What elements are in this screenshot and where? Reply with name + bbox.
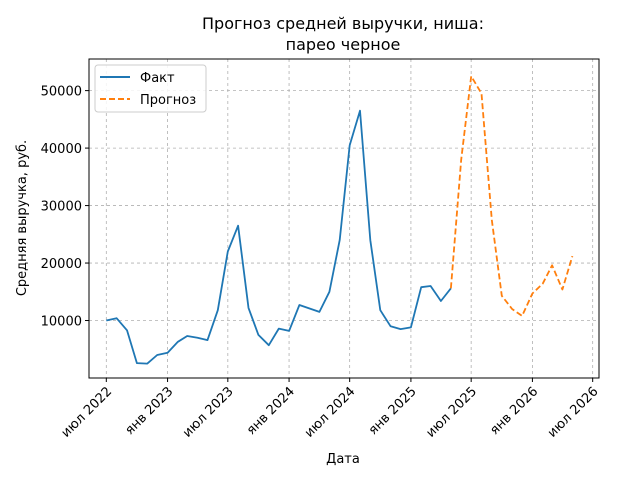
legend-label-forecast: Прогноз xyxy=(140,93,196,108)
legend: Факт Прогноз xyxy=(94,64,207,113)
legend-label-fact: Факт xyxy=(140,71,175,86)
x-axis-label: Дата xyxy=(326,452,360,467)
y-tick-label: 20000 xyxy=(41,257,82,272)
y-tick-label: 40000 xyxy=(41,142,82,157)
y-tick-label: 30000 xyxy=(41,200,82,215)
y-tick-label: 50000 xyxy=(41,85,82,100)
plot-frame xyxy=(88,58,600,379)
series-line-fact xyxy=(106,109,452,365)
series-lines xyxy=(106,75,574,365)
series-line-forecast xyxy=(450,75,574,317)
chart-title-line-2: парео черное xyxy=(286,35,401,54)
y-tick-label: 10000 xyxy=(41,315,82,330)
y-axis-label: Средняя выручка, руб. xyxy=(15,140,30,296)
chart-title-line-1: Прогноз средней выручки, ниша: xyxy=(202,14,484,33)
